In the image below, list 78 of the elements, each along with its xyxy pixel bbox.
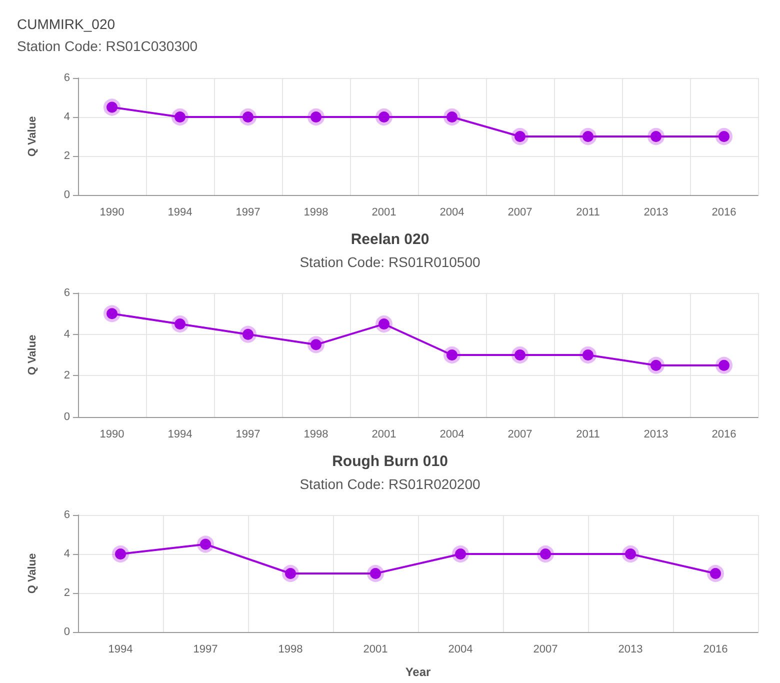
x-tick-label: 1994 [168,206,192,218]
x-tick-label: 2004 [448,644,473,656]
point [622,546,639,562]
x-tick-label: 1997 [236,206,260,218]
point [367,565,384,582]
y-tick-label: 0 [64,189,70,201]
x-tick-label: 2004 [440,428,464,440]
x-tick-label: 2016 [703,644,728,656]
y-tick-label: 2 [64,150,70,162]
x-tick-label: 2001 [372,428,396,440]
x-tick-label: 1990 [100,206,124,218]
y-tick-label: 2 [64,370,70,382]
x-tick-label: 1990 [100,428,124,440]
y-tick-label: 6 [64,509,70,521]
point [282,565,299,582]
chart-subtitle: Station Code: RS01C030300 [17,38,198,54]
x-tick-label: 1997 [236,428,260,440]
point [172,316,188,332]
y-axis-title: Q Value [26,116,38,157]
x-tick-label: 2001 [372,206,396,218]
x-tick-label: 1998 [304,428,328,440]
x-tick-label: 1998 [304,206,328,218]
y-tick-label: 4 [64,548,70,560]
chart-subtitle: Station Code: RS01R020200 [300,476,480,492]
point [716,356,732,374]
point [444,108,460,126]
chart-subtitle: Station Code: RS01R010500 [300,254,480,270]
y-tick-label: 4 [64,111,70,123]
x-tick-label: 1997 [193,644,218,656]
point [537,546,554,562]
x-tick-label: 2013 [644,428,668,440]
point [512,346,528,364]
x-tick-label: 2001 [363,644,388,656]
point [580,346,596,364]
x-tick-label: 2013 [618,644,643,656]
point [444,346,460,364]
y-tick-label: 2 [64,587,70,599]
point [240,108,256,126]
x-axis-title: Year [405,665,432,679]
point [648,356,664,374]
point [197,536,214,553]
point [707,565,724,582]
x-tick-label: 1994 [108,644,133,656]
point [580,128,596,145]
point [308,336,324,354]
y-tick-label: 6 [64,72,70,84]
point [112,546,129,562]
x-tick-label: 2007 [508,206,532,218]
point [376,108,392,126]
point [104,98,120,116]
point [648,128,664,145]
point [308,108,324,126]
point [512,128,528,145]
point [716,128,732,145]
x-tick-label: 2007 [508,428,532,440]
x-tick-label: 1998 [278,644,303,656]
x-tick-label: 2016 [712,428,736,440]
y-axis-title: Q Value [26,553,38,594]
point [172,108,188,126]
x-tick-label: 1994 [168,428,192,440]
point [104,305,120,322]
point [240,326,256,343]
y-tick-label: 4 [64,328,70,340]
x-tick-label: 2016 [712,206,736,218]
chart-title: CUMMIRK_020 [17,16,116,32]
x-tick-label: 2011 [576,206,600,218]
x-tick-label: 2013 [644,206,668,218]
x-tick-label: 2011 [576,428,600,440]
x-tick-label: 2007 [533,644,558,656]
y-axis-title: Q Value [26,334,38,376]
y-tick-label: 0 [64,626,70,638]
point [376,316,392,332]
chart-title: Reelan 020 [350,231,430,248]
chart-title: Rough Burn 010 [332,453,448,470]
point [452,546,469,562]
y-tick-label: 6 [64,287,70,299]
y-tick-label: 0 [64,411,70,423]
x-tick-label: 2004 [440,206,464,218]
